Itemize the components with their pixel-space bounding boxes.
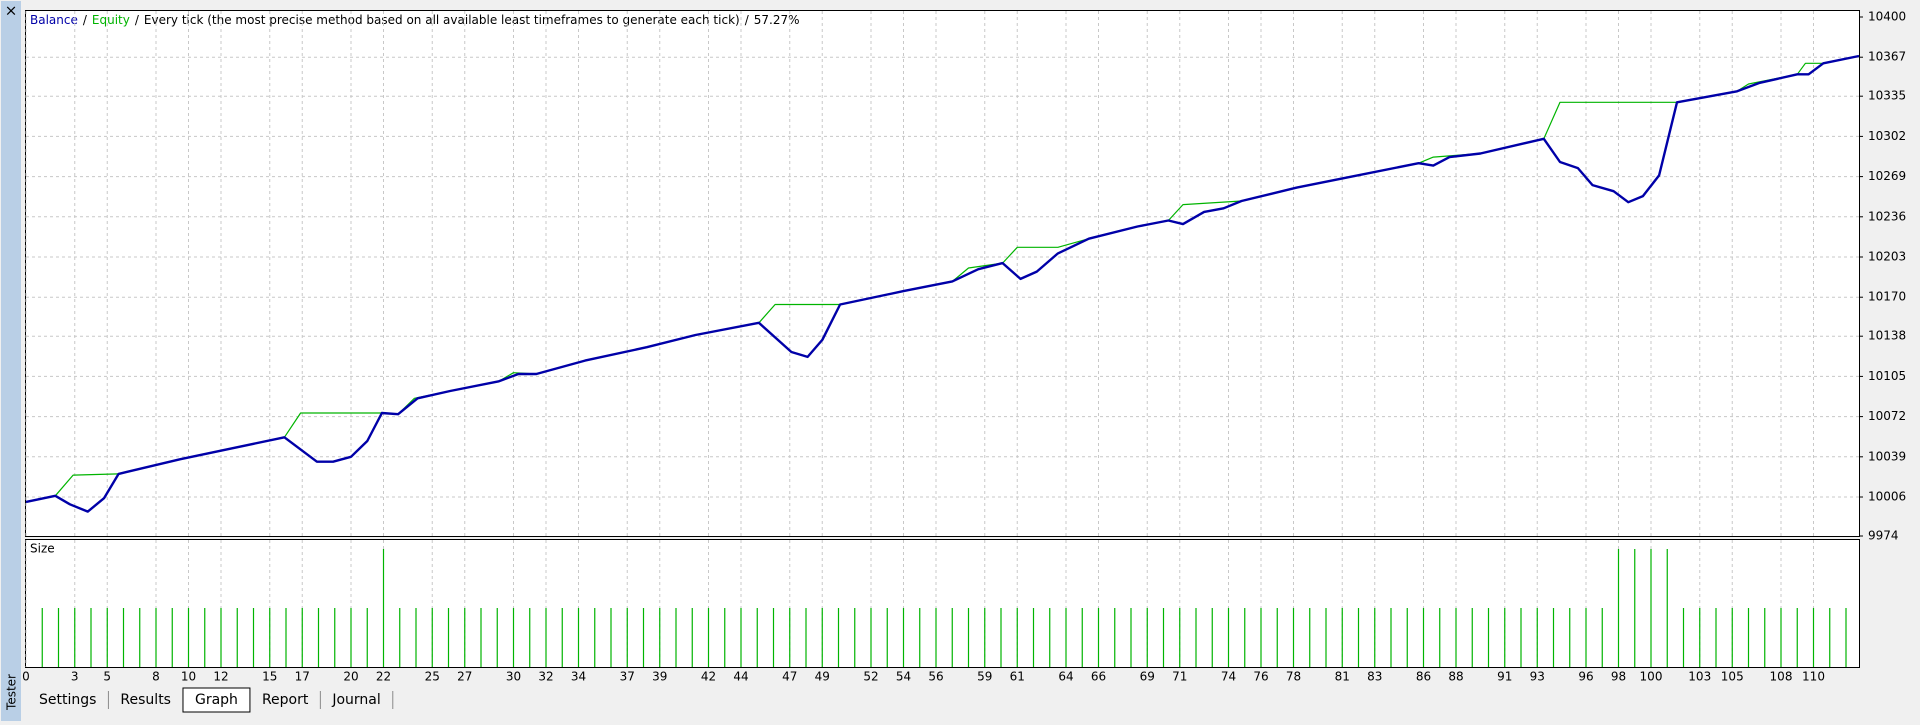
y-tick-label: 10302 bbox=[1868, 129, 1906, 143]
x-tick-label: 100 bbox=[1640, 670, 1663, 684]
y-tick-label: 10236 bbox=[1868, 209, 1906, 223]
x-tick-label: 47 bbox=[782, 670, 797, 684]
x-tick-label: 30 bbox=[506, 670, 521, 684]
tab-label: Report bbox=[262, 692, 309, 708]
x-tick-label: 83 bbox=[1367, 670, 1382, 684]
x-tick-label: 98 bbox=[1611, 670, 1626, 684]
x-tick-label: 91 bbox=[1497, 670, 1512, 684]
x-tick-label: 8 bbox=[152, 670, 160, 684]
x-tick-label: 76 bbox=[1253, 670, 1268, 684]
size-pane bbox=[25, 539, 1860, 668]
x-tick-label: 22 bbox=[376, 670, 391, 684]
x-tick-label: 78 bbox=[1286, 670, 1301, 684]
tab[interactable]: Graph bbox=[182, 687, 251, 713]
x-tick-label: 42 bbox=[701, 670, 716, 684]
x-tick-label: 44 bbox=[733, 670, 748, 684]
side-label: Tester bbox=[5, 674, 19, 711]
x-tick-label: 39 bbox=[652, 670, 667, 684]
y-tick-label: 10367 bbox=[1868, 50, 1906, 64]
y-tick-label: 10006 bbox=[1868, 490, 1906, 504]
y-tick-label: 9974 bbox=[1868, 529, 1899, 543]
x-tick-label: 17 bbox=[295, 670, 310, 684]
pane-title: Size bbox=[30, 542, 55, 556]
series-line bbox=[25, 54, 1860, 513]
x-tick-label: 110 bbox=[1802, 670, 1825, 684]
separator: / bbox=[135, 13, 140, 27]
separator: / bbox=[745, 13, 750, 27]
x-tick-label: 105 bbox=[1721, 670, 1744, 684]
tab-active bbox=[182, 687, 251, 713]
y-tick-label: 10138 bbox=[1868, 329, 1906, 343]
legend-entry: Balance bbox=[30, 13, 78, 27]
header-line: Balance / Equity / Every tick (the most prec… bbox=[30, 13, 800, 27]
x-tick-label: 0 bbox=[22, 670, 30, 684]
x-tick-label: 103 bbox=[1688, 670, 1711, 684]
x-tick-label: 10 bbox=[181, 670, 196, 684]
y-tick-label: 10105 bbox=[1868, 369, 1906, 383]
main-pane bbox=[25, 10, 1860, 537]
x-tick-label: 74 bbox=[1221, 670, 1236, 684]
quality: 57.27% bbox=[754, 13, 800, 27]
x-tick-label: 69 bbox=[1140, 670, 1155, 684]
separator: / bbox=[83, 13, 88, 27]
x-tick-label: 52 bbox=[863, 670, 878, 684]
tab[interactable]: Report bbox=[250, 688, 321, 712]
x-tick-label: 71 bbox=[1172, 670, 1187, 684]
x-tick-label: 59 bbox=[977, 670, 992, 684]
x-tick-label: 5 bbox=[103, 670, 111, 684]
x-tick-label: 108 bbox=[1770, 670, 1793, 684]
tab-label: Results bbox=[120, 692, 171, 708]
x-tick-label: 12 bbox=[213, 670, 228, 684]
tab[interactable]: Settings bbox=[27, 688, 109, 712]
x-tick-label: 81 bbox=[1335, 670, 1350, 684]
x-tick-label: 61 bbox=[1010, 670, 1025, 684]
x-tick-label: 93 bbox=[1530, 670, 1545, 684]
x-tick-label: 64 bbox=[1058, 670, 1073, 684]
x-tick-label: 66 bbox=[1091, 670, 1106, 684]
tab-label: Settings bbox=[39, 692, 96, 708]
x-tick-label: 37 bbox=[620, 670, 635, 684]
y-tick-label: 10039 bbox=[1868, 449, 1906, 463]
x-tick-label: 3 bbox=[71, 670, 79, 684]
tab-label: Graph bbox=[195, 692, 238, 708]
x-tick-label: 27 bbox=[457, 670, 472, 684]
x-tick-label: 20 bbox=[343, 670, 358, 684]
x-tick-label: 34 bbox=[571, 670, 586, 684]
side-strip bbox=[1, 1, 21, 721]
x-tick-label: 49 bbox=[815, 670, 830, 684]
x-tick-label: 32 bbox=[538, 670, 553, 684]
x-tick-label: 96 bbox=[1578, 670, 1593, 684]
y-tick-label: 10170 bbox=[1868, 290, 1906, 304]
chart-header: Balance / Equity / Every tick (the most prec… bbox=[30, 13, 800, 27]
y-tick-label: 10269 bbox=[1868, 169, 1906, 183]
y-tick-label: 10335 bbox=[1868, 89, 1906, 103]
subtitle: Every tick (the most precise method base… bbox=[144, 13, 740, 27]
close-button[interactable]: × bbox=[5, 2, 18, 20]
tab-label: Journal bbox=[331, 692, 380, 708]
x-tick-label: 25 bbox=[425, 670, 440, 684]
y-tick-label: 10203 bbox=[1868, 250, 1906, 264]
x-tick-label: 15 bbox=[262, 670, 277, 684]
x-tick-label: 88 bbox=[1448, 670, 1463, 684]
y-tick-label: 10400 bbox=[1868, 10, 1906, 24]
tab[interactable]: Journal bbox=[320, 688, 394, 712]
x-tick-label: 86 bbox=[1416, 670, 1431, 684]
legend-entry: Equity bbox=[92, 13, 130, 27]
y-tick-label: 10072 bbox=[1868, 409, 1906, 423]
x-tick-label: 56 bbox=[928, 670, 943, 684]
x-tick-label: 54 bbox=[896, 670, 911, 684]
